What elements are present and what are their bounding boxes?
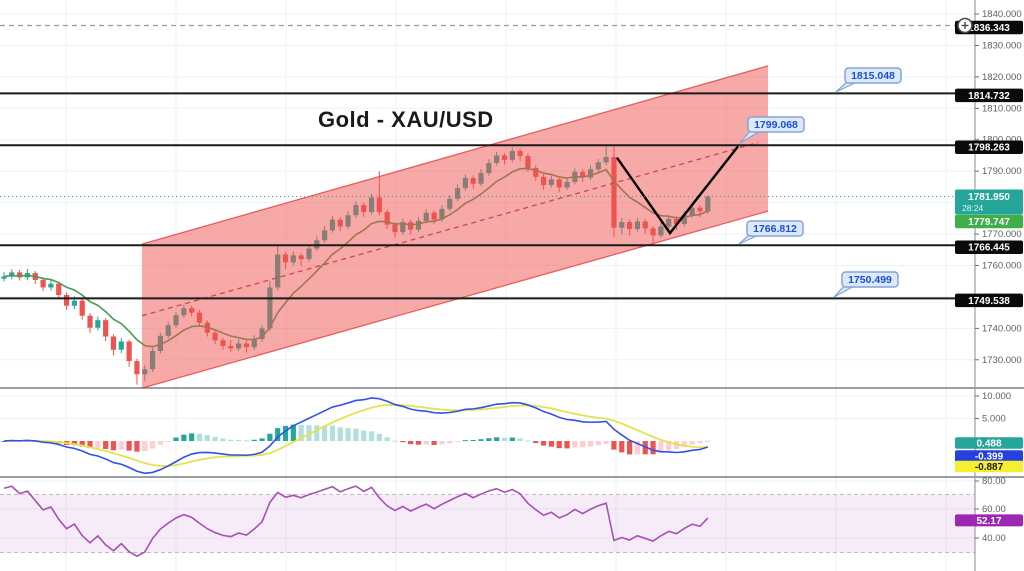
svg-text:1740.000: 1740.000 <box>982 323 1022 334</box>
svg-text:1770.000: 1770.000 <box>982 229 1022 240</box>
svg-text:40.00: 40.00 <box>982 533 1006 544</box>
callout-label[interactable]: 1750.499 <box>833 271 899 298</box>
svg-text:1836.343: 1836.343 <box>968 23 1010 34</box>
svg-text:52.17: 52.17 <box>976 516 1001 527</box>
channel-midline[interactable] <box>141 141 759 317</box>
callout-label[interactable]: 1815.048 <box>835 67 902 93</box>
svg-text:5.000: 5.000 <box>982 414 1006 425</box>
svg-text:10.000: 10.000 <box>982 391 1011 402</box>
svg-text:1798.263: 1798.263 <box>968 143 1010 154</box>
svg-text:60.00: 60.00 <box>982 504 1006 515</box>
svg-text:1749.538: 1749.538 <box>968 296 1010 307</box>
zigzag-drawing[interactable] <box>616 145 739 236</box>
macd-signal-line <box>3 404 708 467</box>
svg-text:1781.950: 1781.950 <box>968 192 1010 203</box>
svg-text:1766.445: 1766.445 <box>968 243 1010 254</box>
price-label-level: 1798.263 <box>955 140 1023 154</box>
svg-text:1840.000: 1840.000 <box>982 9 1022 20</box>
macd-value-label: -0.887 <box>955 460 1023 473</box>
svg-text:1815.048: 1815.048 <box>851 70 895 82</box>
svg-text:1766.812: 1766.812 <box>753 223 797 235</box>
rsi-value-label: 52.17 <box>955 514 1023 527</box>
svg-text:1800.000: 1800.000 <box>982 135 1022 146</box>
svg-text:-0.887: -0.887 <box>975 462 1004 473</box>
svg-text:1760.000: 1760.000 <box>982 260 1022 271</box>
svg-text:1730.000: 1730.000 <box>982 355 1022 366</box>
price-label-level: 1749.538 <box>955 293 1023 308</box>
svg-text:1810.000: 1810.000 <box>982 103 1022 114</box>
countdown-timer: 28:24 <box>962 203 984 213</box>
svg-text:0.488: 0.488 <box>976 439 1001 450</box>
macd-value-label: 0.488 <box>955 437 1023 450</box>
svg-text:1814.732: 1814.732 <box>968 91 1010 102</box>
chart-title: Gold - XAU/USD <box>318 107 494 132</box>
add-alert-plus-icon[interactable] <box>957 17 973 34</box>
price-label-level: 1766.445 <box>955 240 1023 254</box>
price-label-level: 1814.732 <box>955 88 1023 103</box>
channel-drawing[interactable] <box>141 65 769 389</box>
svg-text:1750.499: 1750.499 <box>848 274 892 286</box>
macd-value-label: -0.399 <box>955 450 1023 463</box>
level-lines[interactable] <box>0 92 975 300</box>
svg-text:1820.000: 1820.000 <box>982 72 1022 83</box>
callout-label[interactable]: 1799.068 <box>739 116 805 144</box>
price-label-ma: 1779.747 <box>955 214 1023 229</box>
svg-text:1779.747: 1779.747 <box>968 217 1010 228</box>
svg-text:-0.399: -0.399 <box>975 452 1004 463</box>
macd-histogram <box>1 424 711 455</box>
rsi-band <box>0 494 975 553</box>
svg-text:80.00: 80.00 <box>982 476 1006 487</box>
macd-line <box>3 397 709 475</box>
callout-label[interactable]: 1766.812 <box>738 220 804 245</box>
rsi-line <box>3 485 709 558</box>
svg-text:1799.068: 1799.068 <box>754 119 798 131</box>
svg-text:1830.000: 1830.000 <box>982 40 1022 51</box>
svg-text:1790.000: 1790.000 <box>982 166 1022 177</box>
